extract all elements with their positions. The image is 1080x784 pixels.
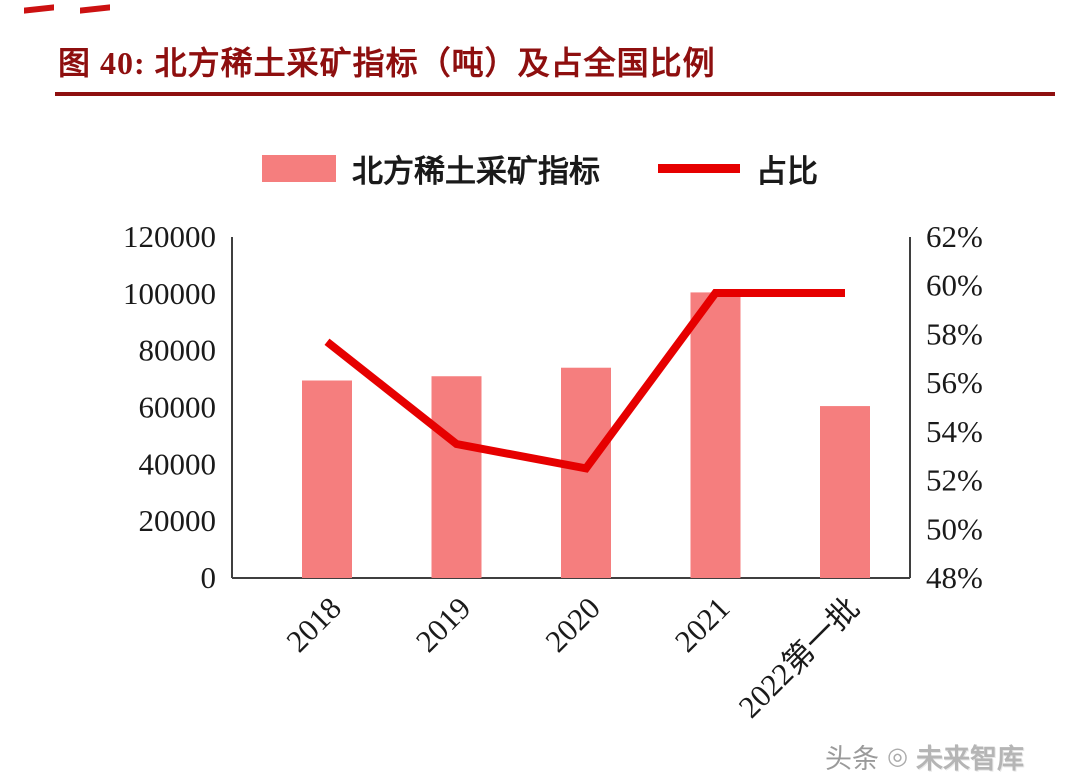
legend-item-bar: 北方稀土采矿指标 <box>262 146 600 191</box>
watermark-source: 头条 <box>825 744 880 774</box>
right-axis-label: 58% <box>926 316 983 351</box>
watermark-logo-icon: ◎ <box>887 743 908 770</box>
left-axis-label: 40000 <box>139 446 217 481</box>
right-axis-label: 60% <box>926 268 983 303</box>
right-axis-label: 50% <box>926 511 983 546</box>
left-axis-label: 100000 <box>123 276 216 311</box>
legend-line-label: 占比 <box>756 154 818 189</box>
left-axis-label: 20000 <box>139 503 217 538</box>
x-axis-label-2021: 2021 <box>668 590 737 659</box>
ratio-line <box>324 289 845 473</box>
right-axis-label: 54% <box>926 414 983 449</box>
right-axis-label: 52% <box>926 463 983 498</box>
right-axis-label: 56% <box>926 365 983 400</box>
bar-2020 <box>561 367 611 578</box>
bar-2021 <box>690 292 741 578</box>
left-axis-label: 120000 <box>123 219 216 254</box>
left-axis-label: 80000 <box>139 333 217 368</box>
legend-item-line: 占比 <box>658 146 818 191</box>
title-divider <box>55 92 1055 96</box>
right-axis-label: 48% <box>926 560 983 595</box>
left-axis-label: 60000 <box>139 390 217 425</box>
bar-2019 <box>431 376 482 578</box>
x-axis-label-2020: 2020 <box>538 590 607 659</box>
x-axis-label-2018: 2018 <box>279 590 348 659</box>
figure-title: 图 40: 北方稀土采矿指标（吨）及占全国比例 <box>58 45 716 81</box>
chart-legend: 北方稀土采矿指标 占比 <box>0 146 1080 191</box>
legend-bar-label: 北方稀土采矿指标 <box>352 154 600 189</box>
right-axis-label: 62% <box>926 219 983 254</box>
left-axis-label: 0 <box>201 560 217 595</box>
legend-bar-swatch <box>262 155 336 182</box>
watermark-name: 未来智库 <box>916 744 1024 774</box>
bar-2022第一批 <box>820 406 870 578</box>
watermark: 头条 ◎ 未来智库 <box>825 737 1024 776</box>
bar-2018 <box>302 380 352 578</box>
x-axis-label-2022第一批: 2022第一批 <box>732 590 866 724</box>
x-axis-label-2019: 2019 <box>409 590 478 659</box>
legend-line-swatch <box>658 164 740 173</box>
